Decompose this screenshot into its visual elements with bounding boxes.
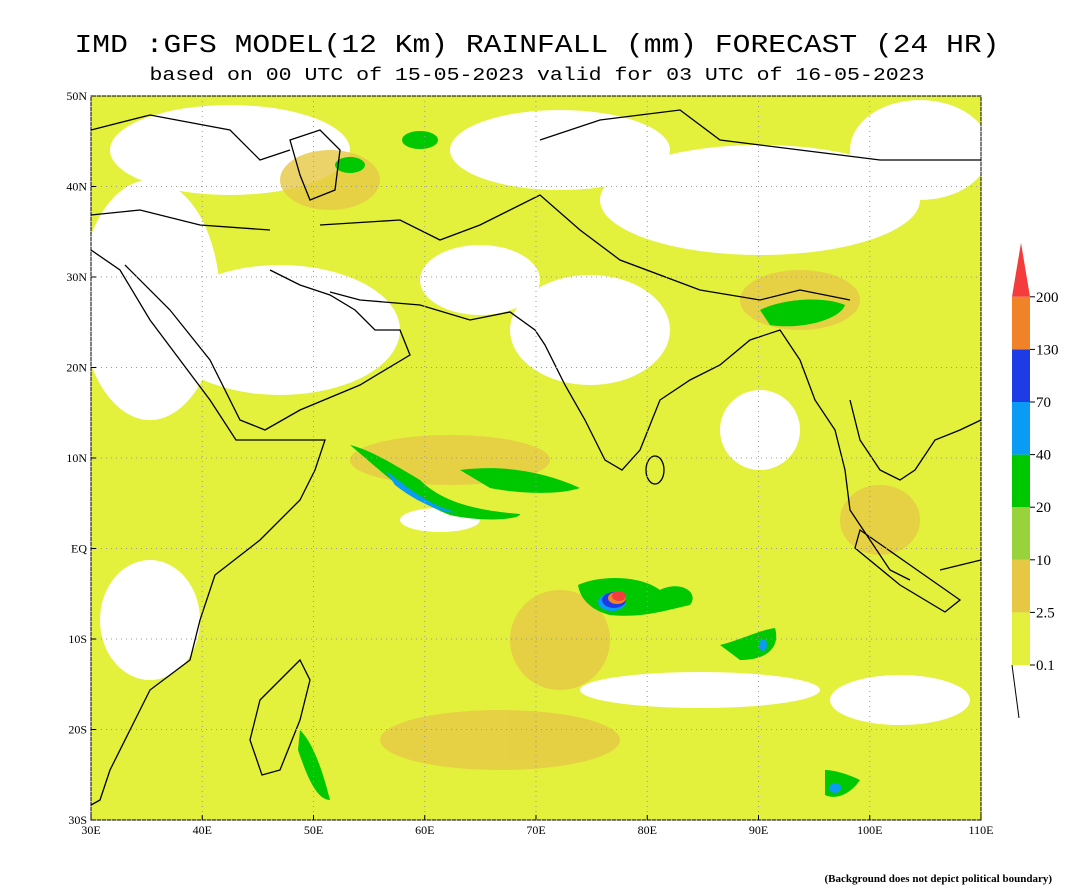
lat-tick-label: 10N bbox=[66, 451, 87, 465]
lon-tick-label: 30E bbox=[81, 823, 100, 837]
lat-tick-label: 20N bbox=[66, 361, 87, 375]
legend-triangle bbox=[1012, 242, 1030, 297]
lat-tick-label: 10S bbox=[68, 632, 87, 646]
subtitle: based on 00 UTC of 15-05-2023 valid for … bbox=[150, 66, 925, 86]
coastlines bbox=[91, 109, 981, 806]
legend-band bbox=[1012, 402, 1030, 455]
legend-band bbox=[1012, 612, 1030, 665]
legend-stem bbox=[1011, 664, 1020, 719]
axes: 30E 40E 50E 60E 70E 80E 90E 100E 110E 50N 40N 30N 20… bbox=[66, 89, 993, 837]
legend-label: 10 bbox=[1036, 553, 1051, 569]
lon-tick-label: 60E bbox=[415, 823, 434, 837]
lon-tick-label: 70E bbox=[526, 823, 545, 837]
no-rain-areas bbox=[91, 100, 981, 725]
legend-label: 2.5 bbox=[1036, 605, 1055, 621]
lat-tick-label: 20S bbox=[68, 723, 87, 737]
lon-tick-label: 110E bbox=[969, 823, 994, 837]
lat-tick-label: 50N bbox=[66, 89, 87, 103]
footnote: (Background does not depict political bo… bbox=[825, 873, 1053, 885]
light-rain-areas bbox=[280, 150, 920, 770]
legend-label: 200 bbox=[1036, 290, 1059, 306]
lon-tick-label: 50E bbox=[304, 823, 323, 837]
title: IMD :GFS MODEL(12 Km) RAINFALL (mm) FORE… bbox=[75, 30, 1000, 60]
legend-band bbox=[1012, 507, 1030, 560]
extreme-rain bbox=[602, 591, 626, 608]
legend-label: 130 bbox=[1036, 342, 1059, 358]
legend-label: 40 bbox=[1036, 448, 1051, 464]
legend-label: 20 bbox=[1036, 500, 1051, 516]
lon-tick-label: 90E bbox=[749, 823, 768, 837]
lat-tick-label: 30S bbox=[68, 813, 87, 827]
legend-band bbox=[1012, 349, 1030, 402]
lon-tick-label: 100E bbox=[857, 823, 882, 837]
legend-band bbox=[1012, 559, 1030, 613]
lat-tick-label: EQ bbox=[71, 542, 87, 556]
lat-tick-label: 30N bbox=[66, 270, 87, 284]
lon-tick-label: 40E bbox=[193, 823, 212, 837]
legend: 0.1 2.5 10 20 40 70 130 200 bbox=[1011, 242, 1059, 719]
lon-tick-label: 80E bbox=[638, 823, 657, 837]
legend-label: 0.1 bbox=[1036, 658, 1055, 674]
legend-label: 70 bbox=[1036, 395, 1051, 411]
lat-tick-label: 40N bbox=[66, 180, 87, 194]
legend-band bbox=[1012, 454, 1030, 508]
legend-band bbox=[1012, 296, 1030, 350]
